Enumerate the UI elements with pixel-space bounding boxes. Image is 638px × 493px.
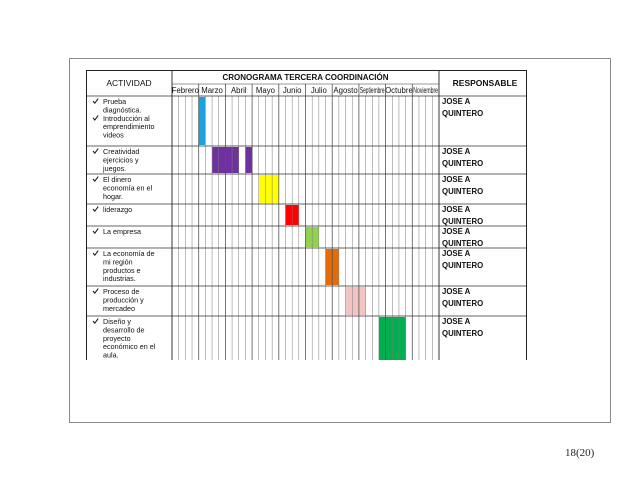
month-label: Octubre (385, 86, 413, 95)
activity-header: ACTIVIDAD (106, 78, 151, 88)
check-icon (92, 115, 99, 121)
responsible-text: QUINTERO (442, 187, 483, 196)
responsible-text: JOSE A (442, 147, 471, 156)
activity-text: El dinero (103, 175, 131, 184)
responsible-text: QUINTERO (442, 109, 483, 118)
activity-text: producción y (103, 295, 144, 304)
activity-text: videos (103, 131, 124, 140)
month-label: Julio (311, 86, 328, 95)
schedule-title: CRONOGRAMA TERCERA COORDINACIÓN (222, 73, 388, 82)
table-border (86, 70, 527, 360)
activity-text: juegos. (102, 164, 126, 173)
activity-bar-3 (258, 175, 279, 203)
activity-text: Creatividad (103, 147, 139, 156)
responsible-text: QUINTERO (442, 261, 483, 270)
month-label: Noviembre (413, 86, 438, 95)
activity-text: mi región (103, 257, 133, 266)
activity-bar-1 (198, 97, 206, 145)
activity-text: industrias. (103, 274, 136, 283)
activity-bar-2 (245, 147, 253, 173)
activity-text: diagnóstica. (103, 105, 141, 114)
responsible-text: JOSE A (442, 205, 471, 214)
activity-text: ejercicios y (103, 155, 139, 164)
responsible-text: QUINTERO (442, 239, 483, 248)
activity-text: La empresa (103, 227, 141, 236)
month-label: Abril (231, 86, 247, 95)
responsible-text: QUINTERO (442, 299, 483, 308)
activity-text: económico en el (103, 342, 156, 351)
check-icon (92, 176, 99, 183)
check-icon (92, 318, 99, 325)
check-icon (92, 228, 99, 235)
responsible-text: JOSE A (442, 249, 471, 258)
responsible-text: JOSE A (442, 287, 471, 296)
activity-text: emprendimiento (103, 122, 155, 131)
check-icon (92, 148, 99, 155)
activity-text: hogar. (103, 192, 123, 201)
page-frame (69, 58, 611, 423)
check-icon (92, 288, 99, 295)
responsible-text: JOSE A (442, 97, 471, 106)
activity-text: aula. (103, 351, 119, 360)
activity-text: productos e (103, 266, 141, 275)
responsible-text: QUINTERO (442, 217, 483, 226)
month-label: Septiembre (360, 86, 385, 95)
responsible-text: JOSE A (442, 227, 471, 236)
month-label: Febrero (172, 86, 200, 95)
check-icon (92, 98, 99, 105)
activity-text: Prueba (103, 97, 126, 106)
schedule-table: ACTIVIDAD CRONOGRAMA TERCERA COORDINACIÓN… (86, 70, 527, 360)
activity-text: mercadeo (103, 304, 135, 313)
responsible-text: JOSE A (442, 175, 471, 184)
month-label: Agosto (333, 86, 358, 95)
responsible-text: QUINTERO (442, 329, 483, 338)
activity-text: Diseño y (103, 317, 131, 326)
responsible-text: QUINTERO (442, 159, 483, 168)
activity-text: La economía de (103, 249, 155, 258)
check-icon (92, 206, 99, 213)
activity-text: Introducción al (103, 114, 150, 123)
month-label: Junio (283, 86, 302, 95)
activity-text: Proceso de (103, 287, 139, 296)
activity-bar-7 (345, 287, 366, 315)
page-number: 18(20) (565, 447, 595, 459)
activity-text: economía en el (103, 183, 153, 192)
activity-text: proyecto (103, 334, 131, 343)
month-label: Marzo (201, 86, 223, 95)
check-icon (92, 250, 99, 257)
activity-text: liderazgo (103, 205, 132, 214)
responsible-text: JOSE A (442, 317, 471, 326)
activity-text: desarrollo de (103, 325, 145, 334)
responsible-header: RESPONSABLE (453, 78, 518, 88)
month-label: Mayo (256, 86, 276, 95)
